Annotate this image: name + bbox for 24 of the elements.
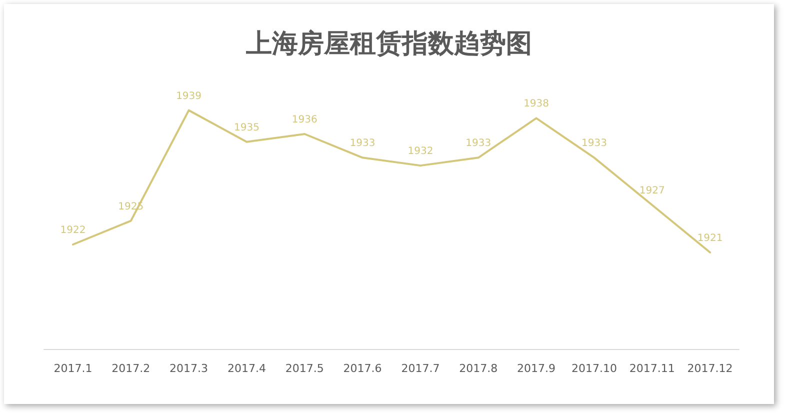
data-label: 1927: [639, 186, 665, 197]
x-tick-label: 2017.2: [112, 362, 150, 375]
x-tick-label: 2017.6: [343, 362, 382, 375]
x-tick-label: 2017.1: [54, 362, 92, 375]
x-tick-label: 2017.3: [170, 362, 208, 375]
x-tick-label: 2017.4: [227, 362, 266, 375]
data-label: 1922: [60, 224, 86, 236]
x-tick-label: 2017.12: [687, 362, 733, 375]
x-tick-label: 2017.9: [517, 362, 556, 375]
x-tick-label: 2017.11: [629, 362, 675, 375]
x-tick-label: 2017.5: [285, 362, 324, 375]
data-label: 1933: [466, 138, 492, 150]
data-label: 1935: [234, 122, 260, 134]
x-tick-label: 2017.7: [401, 362, 440, 375]
x-tick-label: 2017.10: [571, 362, 617, 375]
chart-title: 上海房屋租赁指数趋势图: [245, 29, 532, 59]
data-label: 1932: [408, 146, 434, 158]
data-label: 1933: [581, 138, 607, 150]
data-label: 1933: [350, 138, 376, 150]
x-tick-label: 2017.8: [459, 362, 498, 375]
data-label: 1936: [292, 114, 318, 126]
data-label: 1938: [524, 98, 550, 110]
data-label: 1939: [176, 90, 202, 102]
data-label: 1921: [697, 232, 723, 244]
